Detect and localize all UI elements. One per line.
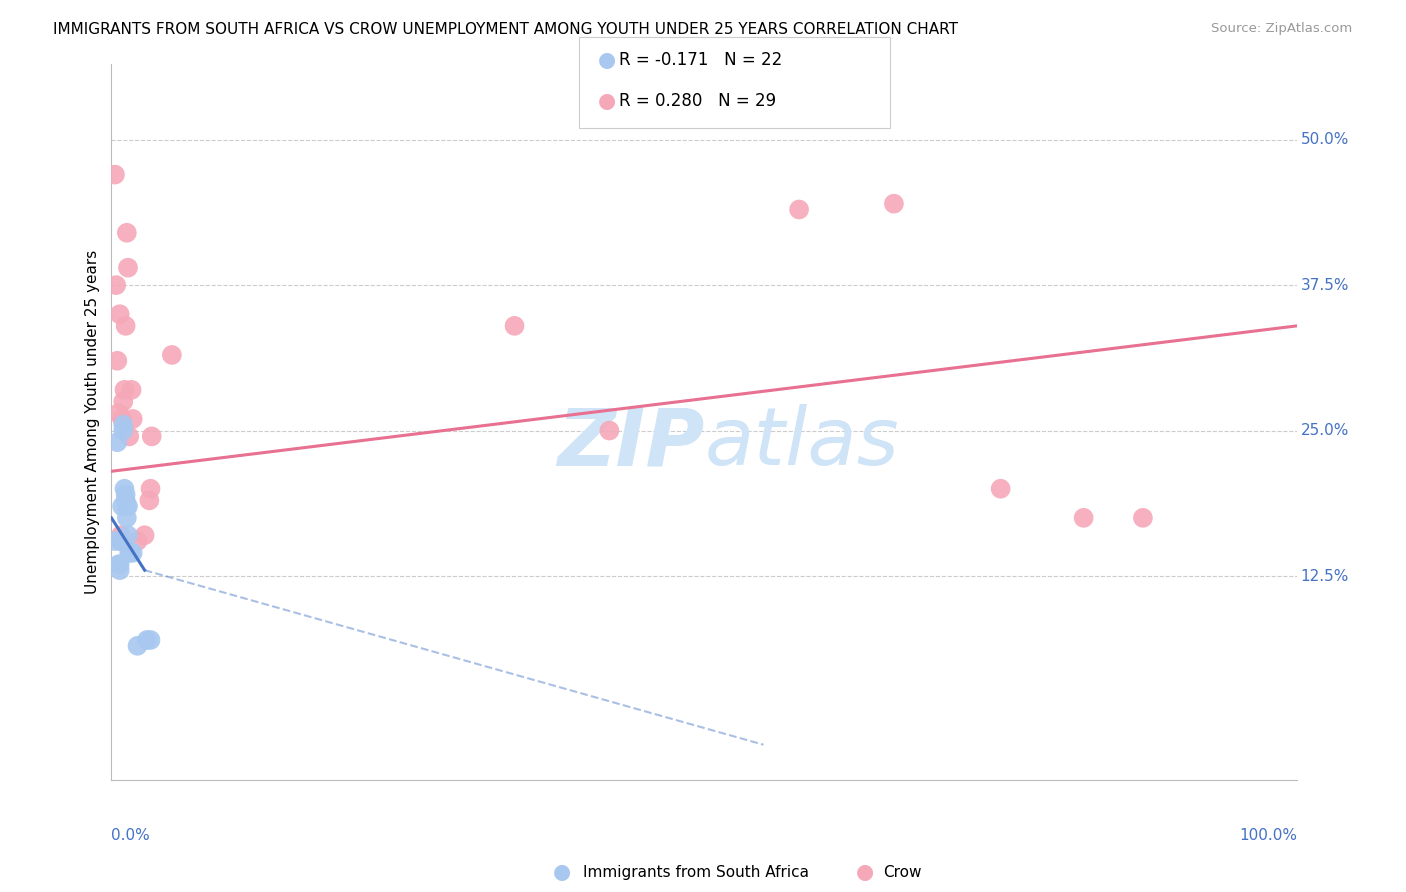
Point: [990, 482, 1012, 496]
Text: 100.0%: 100.0%: [1239, 829, 1298, 843]
Point: [1132, 511, 1154, 525]
Point: [115, 511, 138, 525]
Point: [118, 546, 141, 560]
Point: [105, 278, 128, 293]
Point: [127, 639, 149, 653]
Point: [787, 202, 810, 217]
Point: [115, 226, 138, 240]
Text: Crow: Crow: [883, 865, 921, 880]
Point: [108, 558, 131, 572]
Point: [121, 412, 143, 426]
Point: [117, 499, 139, 513]
Point: [107, 406, 129, 420]
Text: ●: ●: [598, 91, 616, 111]
Text: Source: ZipAtlas.com: Source: ZipAtlas.com: [1212, 22, 1353, 36]
Point: [117, 528, 139, 542]
Point: [121, 383, 143, 397]
Point: [138, 493, 160, 508]
Point: [883, 196, 905, 211]
Point: [134, 528, 156, 542]
Point: [110, 528, 132, 542]
Text: 25.0%: 25.0%: [1301, 423, 1348, 438]
Point: [141, 429, 163, 443]
Text: R = -0.171   N = 22: R = -0.171 N = 22: [619, 51, 782, 69]
Text: IMMIGRANTS FROM SOUTH AFRICA VS CROW UNEMPLOYMENT AMONG YOUTH UNDER 25 YEARS COR: IMMIGRANTS FROM SOUTH AFRICA VS CROW UNE…: [53, 22, 959, 37]
Point: [104, 534, 127, 549]
Point: [114, 318, 136, 333]
Point: [120, 546, 142, 560]
Point: [112, 424, 135, 438]
Point: [1073, 511, 1095, 525]
Y-axis label: Unemployment Among Youth under 25 years: Unemployment Among Youth under 25 years: [86, 250, 100, 594]
Text: ●: ●: [856, 863, 873, 882]
Point: [121, 546, 143, 560]
Text: ZIP: ZIP: [557, 404, 704, 483]
Point: [107, 558, 129, 572]
Text: ●: ●: [598, 50, 616, 70]
Point: [503, 318, 526, 333]
Point: [114, 487, 136, 501]
Text: R = 0.280   N = 29: R = 0.280 N = 29: [619, 92, 776, 110]
Point: [114, 383, 136, 397]
Text: atlas: atlas: [704, 404, 898, 483]
Point: [111, 499, 134, 513]
Point: [112, 417, 135, 432]
Point: [105, 435, 128, 450]
Point: [160, 348, 183, 362]
Point: [105, 353, 128, 368]
Text: 50.0%: 50.0%: [1301, 132, 1348, 147]
Point: [117, 260, 139, 275]
Point: [108, 307, 131, 321]
Text: Immigrants from South Africa: Immigrants from South Africa: [583, 865, 810, 880]
Point: [114, 482, 136, 496]
Point: [112, 394, 135, 409]
Text: 0.0%: 0.0%: [111, 829, 150, 843]
Point: [111, 412, 134, 426]
Point: [110, 534, 132, 549]
Point: [136, 632, 159, 647]
Point: [139, 482, 162, 496]
Text: 12.5%: 12.5%: [1301, 568, 1348, 583]
Point: [110, 534, 132, 549]
Point: [104, 168, 127, 182]
Point: [598, 424, 620, 438]
Text: 37.5%: 37.5%: [1301, 277, 1350, 293]
Point: [115, 499, 138, 513]
Text: ●: ●: [554, 863, 571, 882]
Point: [127, 534, 149, 549]
Point: [108, 563, 131, 577]
Point: [114, 493, 136, 508]
Point: [139, 632, 162, 647]
Point: [118, 429, 141, 443]
